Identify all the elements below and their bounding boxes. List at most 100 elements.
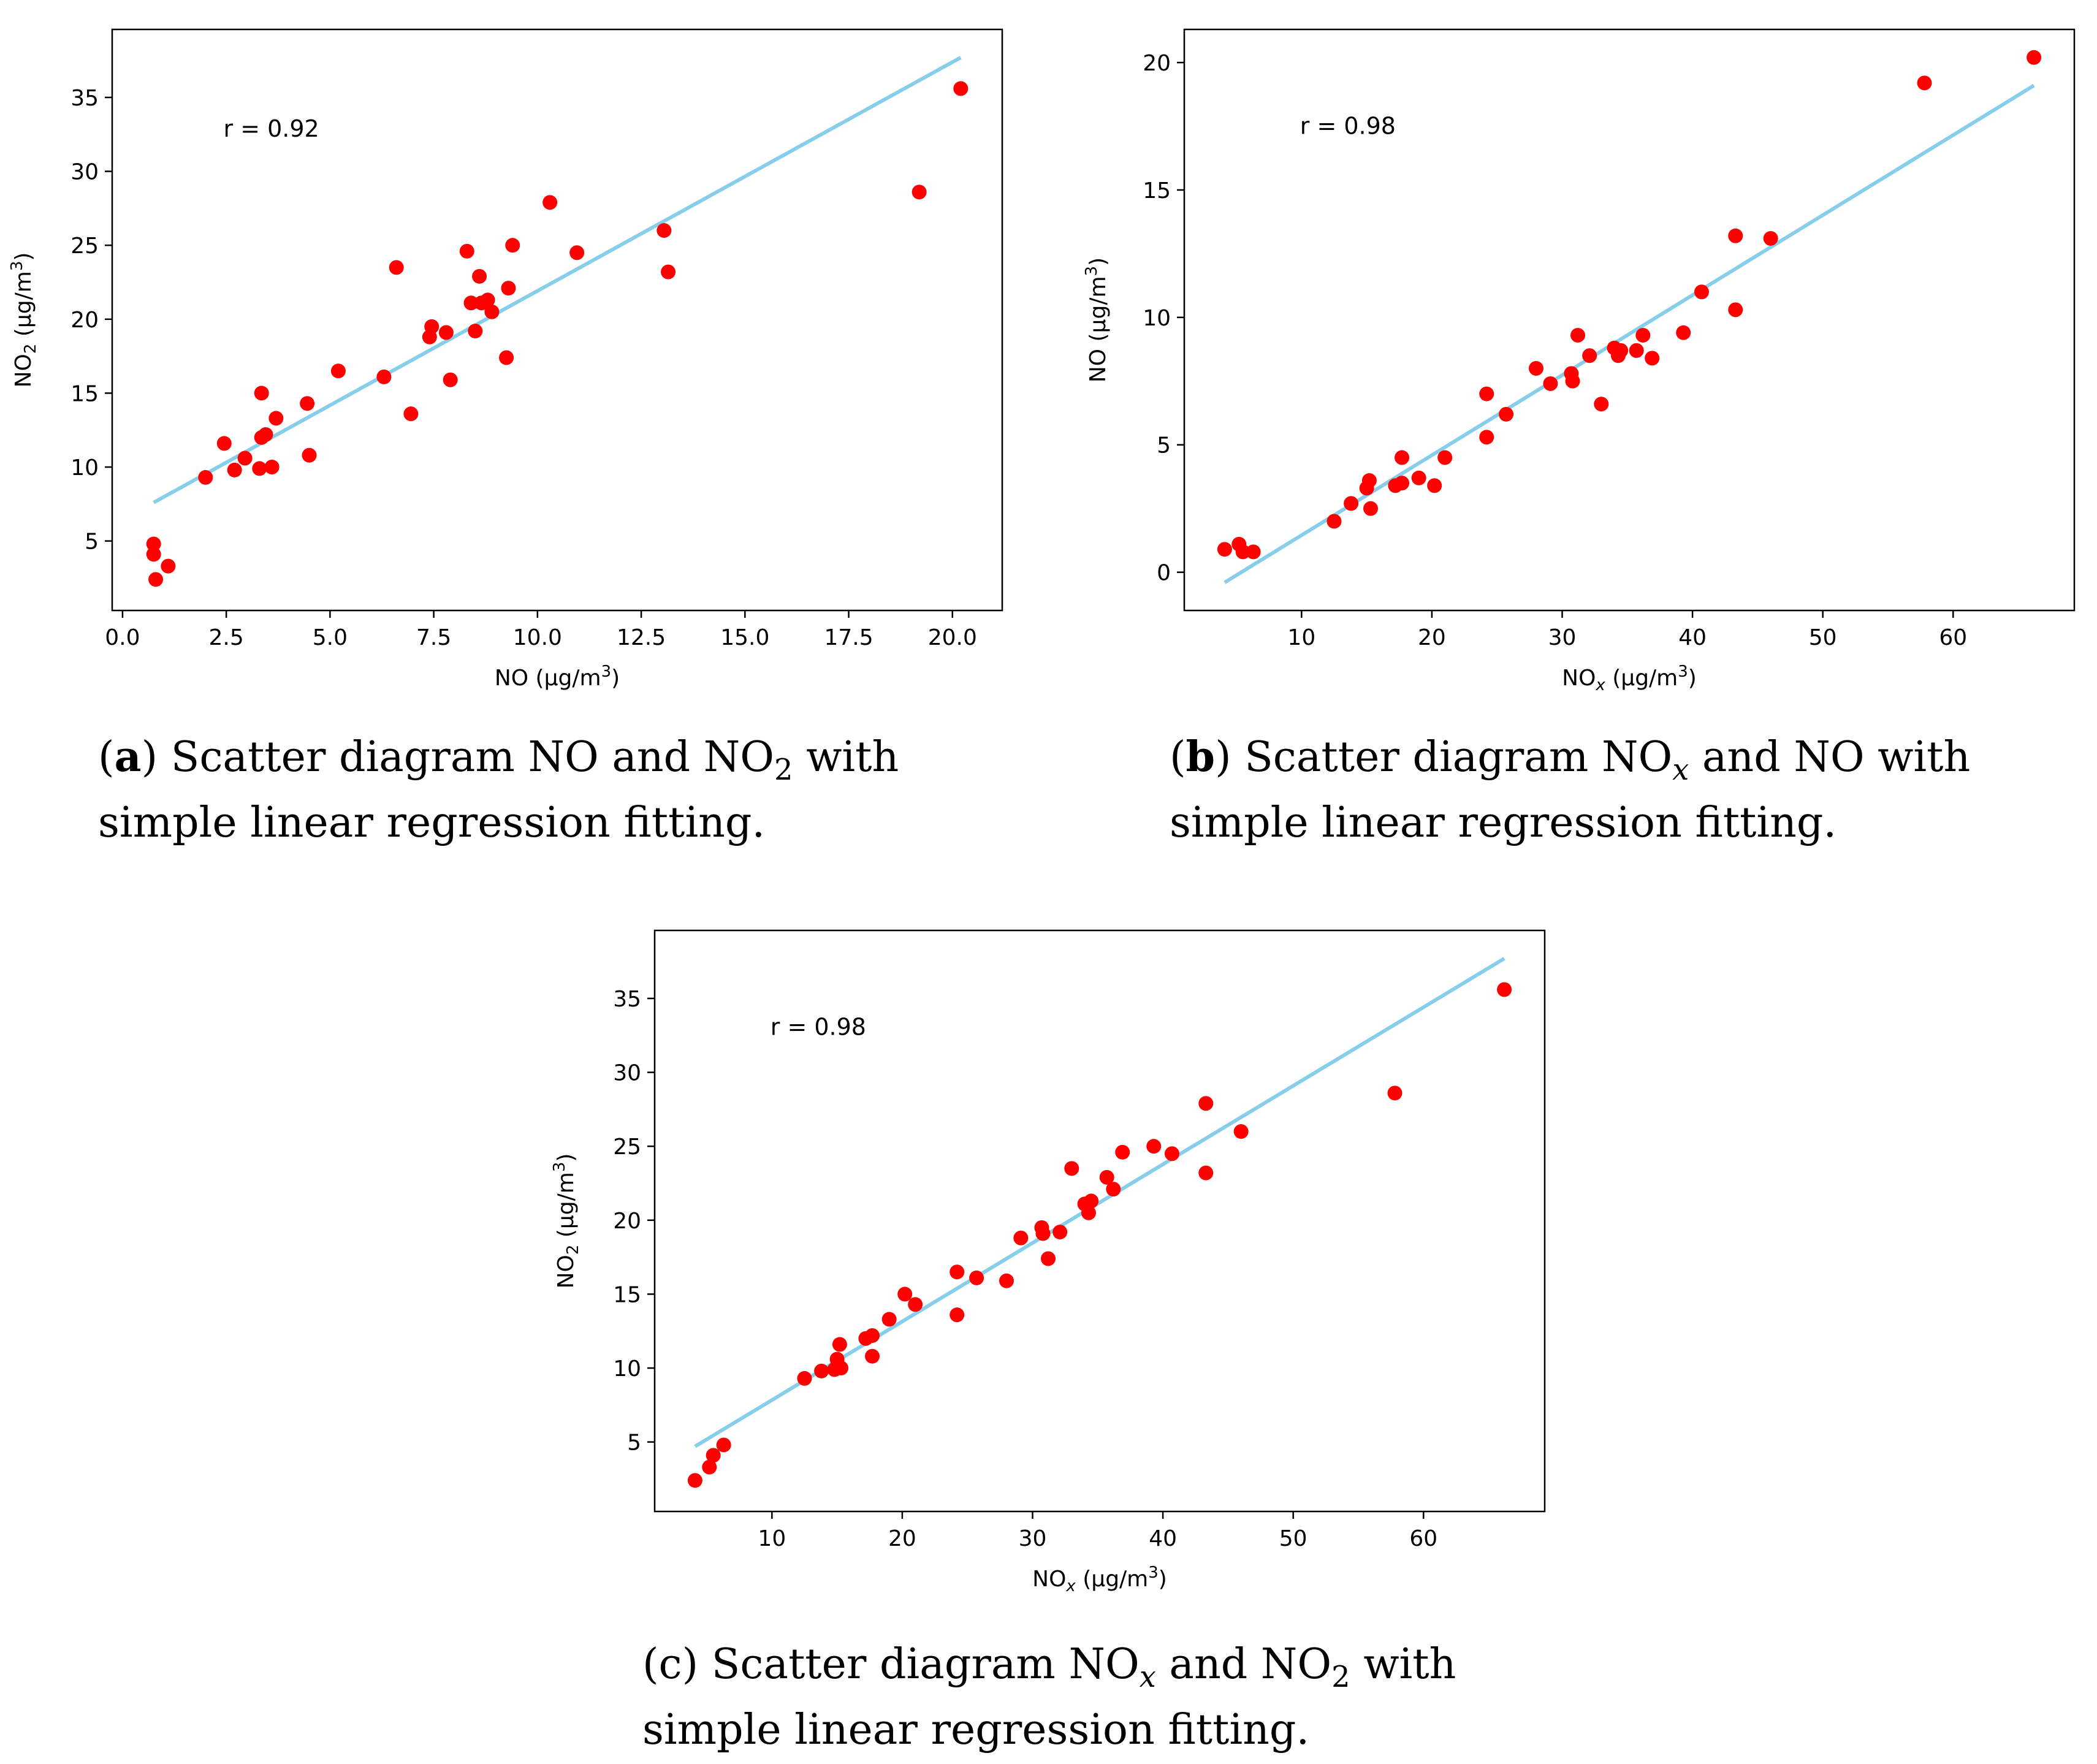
data-point-c (950, 1264, 965, 1280)
data-point-a (661, 264, 676, 279)
data-point-b (1437, 450, 1453, 465)
data-point-a (403, 406, 419, 422)
caption-c: (c) Scatter diagram NOx and NO2 with sim… (642, 1640, 1456, 1754)
y-axis-label-a: NO2 (µg/m3) (8, 253, 40, 388)
caption-c-sub2: 2 (1331, 1660, 1350, 1694)
data-point-c (1081, 1205, 1096, 1220)
data-point-c (706, 1448, 721, 1463)
y-axis-label-b: NO (µg/m3) (1083, 257, 1111, 382)
data-point-c (1106, 1182, 1121, 1197)
data-point-a (472, 268, 487, 284)
data-point-c (1035, 1226, 1051, 1241)
data-point-b (1363, 501, 1379, 516)
data-point-c (1387, 1085, 1402, 1101)
data-point-a (569, 245, 585, 260)
data-point-b (1528, 361, 1543, 376)
data-point-a (302, 447, 317, 463)
caption-c-tail2: with (1350, 1640, 1456, 1689)
data-point-c (1164, 1146, 1179, 1161)
data-point-c (1041, 1251, 1056, 1266)
data-point-b (1235, 544, 1250, 560)
x-tick-label-c: 30 (1019, 1526, 1047, 1551)
data-point-a (254, 386, 269, 401)
x-tick-label-c: 50 (1279, 1526, 1307, 1551)
data-point-b (1613, 343, 1629, 358)
data-point-b (1361, 473, 1377, 488)
data-point-b (1582, 348, 1597, 363)
data-point-c (897, 1287, 913, 1302)
y-axis-label-sup: 3 (8, 261, 26, 272)
data-point-c (865, 1348, 880, 1364)
data-point-a (468, 324, 483, 339)
x-tick-label-a: 17.5 (824, 625, 873, 650)
data-point-c (1146, 1139, 1162, 1154)
data-point-a (505, 238, 520, 253)
data-point-c (687, 1473, 702, 1488)
data-point-b (1427, 478, 1442, 493)
data-point-c (716, 1437, 731, 1453)
data-point-a (501, 281, 516, 296)
y-tick-label-c: 25 (613, 1135, 641, 1160)
x-tick-label-b: 50 (1809, 625, 1837, 650)
x-axis-label-mid: (µg/m (1605, 666, 1678, 691)
caption-b-label: b (1186, 732, 1216, 781)
caption-b-tail: and NO with (1689, 733, 1970, 781)
x-tick-label-a: 2.5 (209, 625, 244, 650)
y-tick-label-b: 0 (1157, 561, 1171, 586)
y-axis-label-c: NO2 (µg/m3) (550, 1154, 582, 1289)
data-point-a (542, 195, 558, 210)
data-point-b (1217, 542, 1232, 557)
y-axis-label-tail: ) (554, 1154, 579, 1162)
data-point-b (1411, 470, 1426, 485)
y-tick-label-c: 15 (613, 1282, 641, 1307)
data-point-a (216, 436, 232, 451)
x-axis-label-mid: (µg/m (1076, 1567, 1148, 1592)
y-tick-label-c: 30 (613, 1061, 641, 1086)
x-tick-label-c: 40 (1149, 1526, 1177, 1551)
data-point-c (999, 1273, 1014, 1288)
x-axis-label-text: NO (µg/m (495, 666, 601, 691)
caption-a-text: Scatter diagram NO and NO (158, 733, 774, 781)
data-point-c (1497, 982, 1512, 997)
x-tick-label-b: 10 (1287, 625, 1315, 650)
data-point-a (376, 369, 392, 384)
data-point-c (950, 1307, 965, 1323)
y-axis-label-text: NO (µg/m (1086, 276, 1111, 382)
data-point-c (1099, 1169, 1114, 1185)
x-tick-label-a: 5.0 (313, 625, 348, 650)
data-point-c (865, 1328, 880, 1343)
x-tick-label-b: 20 (1418, 625, 1446, 650)
data-point-a (330, 363, 346, 379)
data-point-a (657, 223, 672, 238)
y-tick-label-b: 5 (1157, 433, 1171, 458)
data-point-c (908, 1297, 923, 1312)
x-tick-label-a: 15.0 (720, 625, 769, 650)
caption-c-label: c (659, 1640, 682, 1689)
data-point-a (438, 325, 454, 340)
regression-line-b (1224, 83, 2035, 584)
x-axis-label-sub: x (1065, 1577, 1076, 1595)
data-point-b (1395, 450, 1410, 465)
x-axis-label-sup: 3 (601, 663, 612, 681)
y-tick-label-b: 15 (1143, 178, 1171, 203)
correlation-annotation-a: r = 0.92 (224, 115, 319, 142)
y-tick-label-c: 10 (613, 1356, 641, 1382)
data-point-c (1064, 1161, 1079, 1176)
correlation-annotation-b: r = 0.98 (1300, 112, 1396, 139)
x-axis-label-tail: ) (611, 666, 620, 691)
data-point-a (227, 462, 242, 477)
x-axis-label-sup: 3 (1148, 1564, 1159, 1582)
caption-b-sub: x (1672, 753, 1689, 787)
x-tick-label-c: 20 (888, 1526, 916, 1551)
data-point-b (1728, 302, 1743, 317)
y-axis-label-sub: 2 (21, 344, 40, 354)
correlation-annotation-c: r = 0.98 (771, 1013, 866, 1040)
x-axis-label-sup: 3 (1678, 663, 1688, 681)
y-tick-label-c: 5 (627, 1431, 641, 1456)
y-axis-label-tail: ) (11, 253, 36, 261)
x-axis-label-a: NO (µg/m3) (495, 663, 620, 691)
regression-line-a (153, 56, 962, 504)
y-axis-label-sup: 3 (1083, 266, 1101, 276)
